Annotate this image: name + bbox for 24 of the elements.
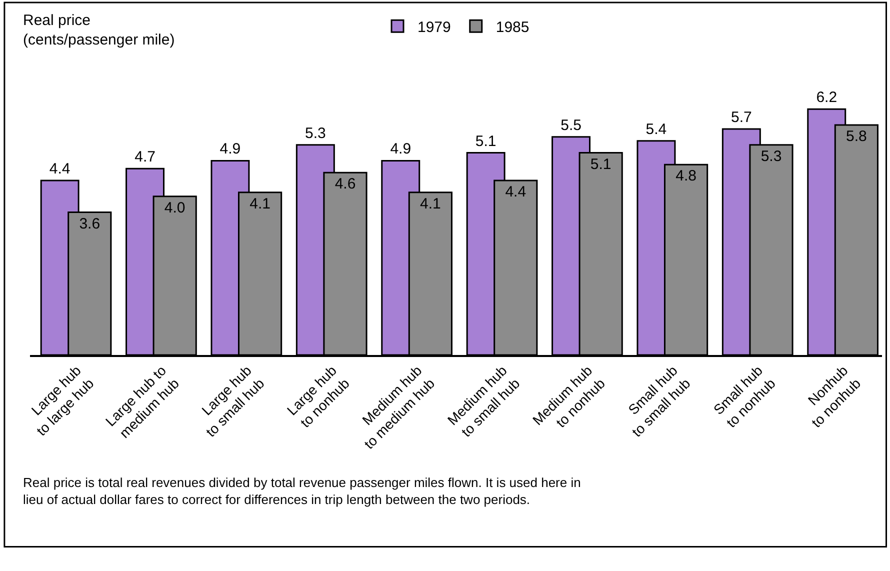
data-label: 4.9 [390,140,412,158]
data-label: 4.1 [250,195,270,212]
data-label: 6.2 [816,89,838,106]
data-label: 4.6 [334,176,356,193]
data-label: 5.4 [646,120,667,138]
legend-label: 1979 [418,18,451,36]
data-label: 5.8 [846,128,867,146]
legend-label: 1985 [496,18,530,36]
y-axis-title: Real price (cents/passenger mile) [23,12,175,48]
data-label: 4.8 [676,168,696,185]
data-label: 5.3 [304,124,326,142]
data-label: 5.7 [730,108,752,126]
data-label: 4.7 [134,148,156,166]
data-label: 5.1 [475,132,496,150]
data-label: 4.9 [220,140,241,158]
data-label: 5.5 [560,116,582,134]
data-label: 3.6 [79,215,100,232]
data-label: 4.4 [49,160,70,178]
text: Real price is total real revenues divided by total revenue passenger miles flown. It is used here in lieu of actual dollar fares to correct for differences in trip length between the two periods. [23,475,581,507]
data-label: 4.1 [420,195,441,212]
data-label: 5.3 [760,148,782,165]
data-label: 4.0 [164,199,186,216]
data-label: 4.4 [505,184,526,201]
data-label: 5.1 [590,156,612,173]
